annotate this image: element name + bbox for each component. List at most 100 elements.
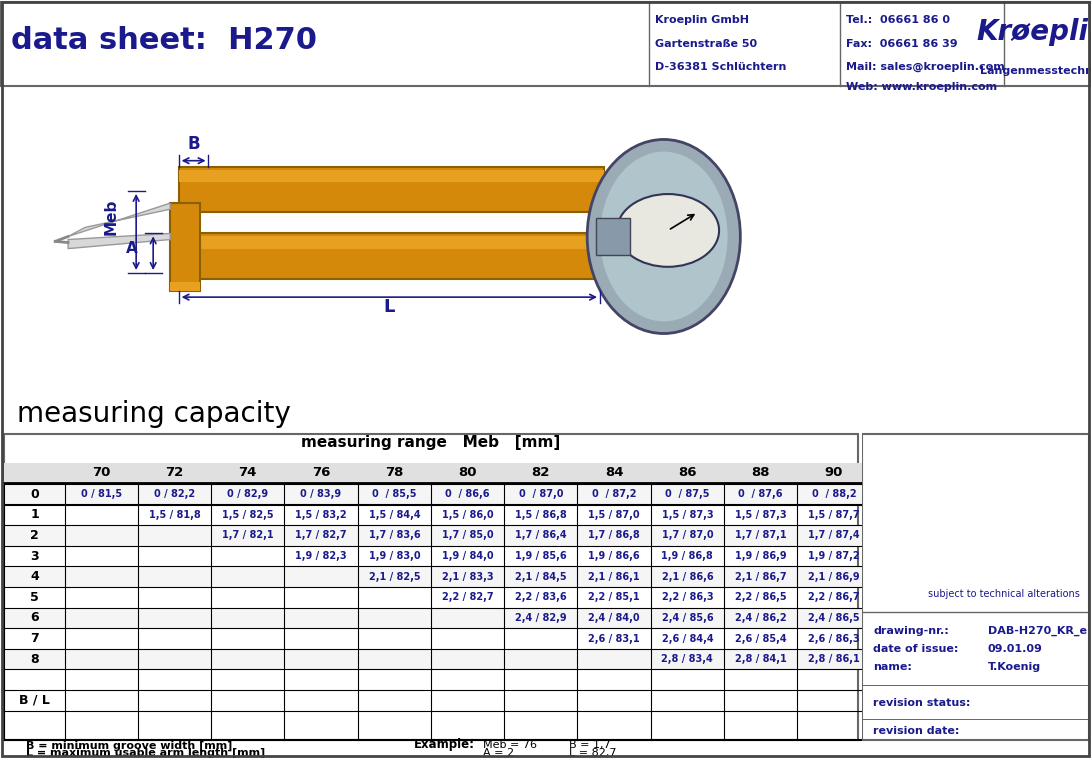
FancyBboxPatch shape bbox=[170, 282, 200, 291]
Text: B / L: B / L bbox=[19, 694, 50, 707]
Text: 1,9 / 86,6: 1,9 / 86,6 bbox=[588, 551, 640, 561]
Text: 0: 0 bbox=[31, 487, 39, 501]
Text: DAB-H270_KR_e: DAB-H270_KR_e bbox=[988, 625, 1087, 636]
Bar bbox=[4, 608, 871, 628]
Text: L = maximum usable arm length [mm]: L = maximum usable arm length [mm] bbox=[26, 748, 265, 758]
Text: 1,9 / 85,6: 1,9 / 85,6 bbox=[515, 551, 566, 561]
Text: 2,2 / 85,1: 2,2 / 85,1 bbox=[588, 592, 640, 603]
Text: 2,2 / 86,5: 2,2 / 86,5 bbox=[735, 592, 787, 603]
Text: 2,1 / 82,5: 2,1 / 82,5 bbox=[369, 572, 420, 581]
Text: Meb = 76: Meb = 76 bbox=[482, 740, 537, 750]
Text: B: B bbox=[188, 135, 201, 152]
Text: 1,7 / 87,1: 1,7 / 87,1 bbox=[735, 531, 787, 540]
Bar bbox=[4, 463, 871, 484]
Text: data sheet:  H270: data sheet: H270 bbox=[11, 27, 316, 55]
Text: 74: 74 bbox=[239, 466, 257, 480]
Text: 1,7 / 87,0: 1,7 / 87,0 bbox=[661, 531, 714, 540]
Text: 2,8 / 84,1: 2,8 / 84,1 bbox=[734, 654, 787, 664]
Text: subject to technical alterations: subject to technical alterations bbox=[927, 589, 1080, 600]
Text: 0  / 85,5: 0 / 85,5 bbox=[372, 489, 417, 500]
Text: 2,8 / 86,1: 2,8 / 86,1 bbox=[808, 654, 860, 664]
Text: measuring range   Meb   [mm]: measuring range Meb [mm] bbox=[301, 435, 561, 450]
Text: 5: 5 bbox=[31, 590, 39, 604]
Text: 8: 8 bbox=[31, 653, 39, 666]
Text: 1,9 / 87,2: 1,9 / 87,2 bbox=[808, 551, 860, 561]
Text: 2,6 / 84,4: 2,6 / 84,4 bbox=[661, 634, 714, 644]
Text: 2,1 / 86,7: 2,1 / 86,7 bbox=[735, 572, 787, 581]
Text: 1,7 / 82,1: 1,7 / 82,1 bbox=[221, 531, 274, 540]
Text: D-36381 Schlüchtern: D-36381 Schlüchtern bbox=[655, 62, 786, 72]
Text: 2,1 / 86,6: 2,1 / 86,6 bbox=[661, 572, 714, 581]
Text: 72: 72 bbox=[166, 466, 183, 480]
Text: B = 1,7: B = 1,7 bbox=[568, 740, 611, 750]
Text: 0  / 87,5: 0 / 87,5 bbox=[666, 489, 709, 500]
Text: A = 2: A = 2 bbox=[482, 748, 514, 758]
Text: revision date:: revision date: bbox=[873, 725, 960, 736]
Bar bbox=[4, 525, 871, 546]
Text: 1,5 / 87,3: 1,5 / 87,3 bbox=[735, 510, 787, 520]
Text: 3: 3 bbox=[31, 550, 39, 562]
Text: 2: 2 bbox=[31, 529, 39, 542]
Text: 2,4 / 85,6: 2,4 / 85,6 bbox=[661, 613, 714, 623]
Text: 1,7 / 82,7: 1,7 / 82,7 bbox=[296, 531, 347, 540]
Text: 2,1 / 86,1: 2,1 / 86,1 bbox=[588, 572, 640, 581]
Text: 82: 82 bbox=[531, 466, 550, 480]
Text: Example:: Example: bbox=[413, 738, 475, 751]
Text: 1,5 / 84,4: 1,5 / 84,4 bbox=[369, 510, 420, 520]
Text: 09.01.09: 09.01.09 bbox=[988, 644, 1043, 654]
Text: 1,7 / 83,6: 1,7 / 83,6 bbox=[369, 531, 420, 540]
Text: 1,5 / 81,8: 1,5 / 81,8 bbox=[148, 510, 201, 520]
Text: 2,1 / 84,5: 2,1 / 84,5 bbox=[515, 572, 566, 581]
Text: 0  / 87,0: 0 / 87,0 bbox=[518, 489, 563, 500]
Text: Fax:  06661 86 39: Fax: 06661 86 39 bbox=[846, 39, 957, 49]
Text: 84: 84 bbox=[604, 466, 623, 480]
Ellipse shape bbox=[587, 139, 741, 334]
Text: 0  / 87,6: 0 / 87,6 bbox=[739, 489, 783, 500]
Text: 2,4 / 86,5: 2,4 / 86,5 bbox=[808, 613, 860, 623]
Text: 2,6 / 85,4: 2,6 / 85,4 bbox=[735, 634, 787, 644]
Text: Längenmesstechnik: Längenmesstechnik bbox=[980, 66, 1091, 76]
Circle shape bbox=[618, 194, 719, 267]
Text: 0  / 86,6: 0 / 86,6 bbox=[445, 489, 490, 500]
Text: 2,6 / 86,3: 2,6 / 86,3 bbox=[808, 634, 860, 644]
Text: 2,6 / 83,1: 2,6 / 83,1 bbox=[588, 634, 640, 644]
Text: 1,5 / 87,0: 1,5 / 87,0 bbox=[588, 510, 640, 520]
Text: 2,1 / 83,3: 2,1 / 83,3 bbox=[442, 572, 493, 581]
Bar bbox=[4, 484, 871, 505]
Text: 2,2 / 82,7: 2,2 / 82,7 bbox=[442, 592, 493, 603]
Text: 0 / 81,5: 0 / 81,5 bbox=[81, 489, 122, 500]
Text: Gartenstraße 50: Gartenstraße 50 bbox=[655, 39, 757, 49]
Text: Krøeplin: Krøeplin bbox=[976, 18, 1091, 45]
Text: 0 / 82,2: 0 / 82,2 bbox=[154, 489, 195, 500]
Text: 76: 76 bbox=[312, 466, 331, 480]
Text: 2,4 / 86,2: 2,4 / 86,2 bbox=[735, 613, 787, 623]
Text: 1,7 / 85,0: 1,7 / 85,0 bbox=[442, 531, 493, 540]
Text: 1,7 / 86,4: 1,7 / 86,4 bbox=[515, 531, 566, 540]
Text: L: L bbox=[384, 299, 395, 316]
Text: 2,4 / 82,9: 2,4 / 82,9 bbox=[515, 613, 566, 623]
FancyBboxPatch shape bbox=[596, 218, 630, 255]
Bar bbox=[4, 649, 871, 669]
Text: 80: 80 bbox=[458, 466, 477, 480]
Text: 86: 86 bbox=[679, 466, 697, 480]
Text: 1,5 / 82,5: 1,5 / 82,5 bbox=[221, 510, 274, 520]
Text: 1,5 / 87,7: 1,5 / 87,7 bbox=[808, 510, 860, 520]
Text: Tel.:  06661 86 0: Tel.: 06661 86 0 bbox=[846, 15, 949, 25]
Text: 1,9 / 83,0: 1,9 / 83,0 bbox=[369, 551, 420, 561]
Text: 2,2 / 86,7: 2,2 / 86,7 bbox=[808, 592, 860, 603]
Text: Web: www.kroeplin.com: Web: www.kroeplin.com bbox=[846, 83, 997, 92]
Text: 2,2 / 86,3: 2,2 / 86,3 bbox=[661, 592, 714, 603]
Text: 7: 7 bbox=[31, 632, 39, 645]
FancyBboxPatch shape bbox=[179, 236, 604, 249]
Text: measuring capacity: measuring capacity bbox=[17, 400, 291, 428]
Text: 1,7 / 86,8: 1,7 / 86,8 bbox=[588, 531, 640, 540]
Text: 1,5 / 83,2: 1,5 / 83,2 bbox=[296, 510, 347, 520]
Polygon shape bbox=[68, 203, 170, 236]
Text: 1,5 / 86,8: 1,5 / 86,8 bbox=[515, 510, 566, 520]
Text: 1,9 / 82,3: 1,9 / 82,3 bbox=[296, 551, 347, 561]
Text: 1,5 / 87,3: 1,5 / 87,3 bbox=[661, 510, 714, 520]
Text: 1,9 / 86,8: 1,9 / 86,8 bbox=[661, 551, 714, 561]
Text: revision status:: revision status: bbox=[873, 698, 971, 709]
Text: B = minimum groove width [mm]: B = minimum groove width [mm] bbox=[26, 741, 232, 751]
Text: L = 82,7: L = 82,7 bbox=[568, 748, 616, 758]
